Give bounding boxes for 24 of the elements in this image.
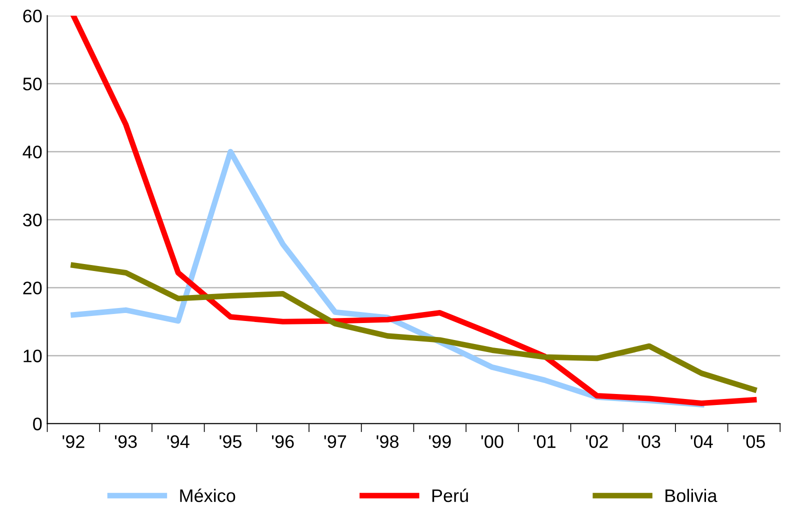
x-tick-label: '99: [429, 435, 451, 448]
legend-label: México: [180, 488, 236, 502]
y-tick-label: 60: [23, 10, 42, 22]
x-tick-label: '98: [376, 435, 399, 448]
x-tick-label: '94: [167, 435, 190, 448]
y-tick-label: 20: [23, 282, 42, 294]
x-tick-label: '97: [324, 435, 346, 448]
x-tick-label: '93: [114, 435, 137, 448]
x-tick-label: '04: [690, 435, 713, 448]
x-tick-label: '96: [272, 435, 294, 448]
x-tick-label: '00: [481, 435, 504, 448]
x-tick-label: '05: [743, 435, 765, 448]
y-tick-label: 0: [33, 418, 42, 430]
x-tick-label: '95: [220, 435, 242, 448]
x-tick-label: '03: [638, 435, 660, 448]
legend-label: Perú: [432, 488, 468, 502]
y-tick-label: 40: [22, 146, 42, 158]
x-tick-label: '92: [62, 435, 84, 448]
x-tick-label: '02: [586, 435, 608, 448]
y-tick-label: 30: [23, 214, 42, 226]
y-tick-label: 10: [24, 350, 42, 362]
legend-label: Bolivia: [666, 488, 718, 502]
y-tick-label: 50: [23, 78, 42, 90]
x-tick-label: '01: [534, 435, 556, 448]
